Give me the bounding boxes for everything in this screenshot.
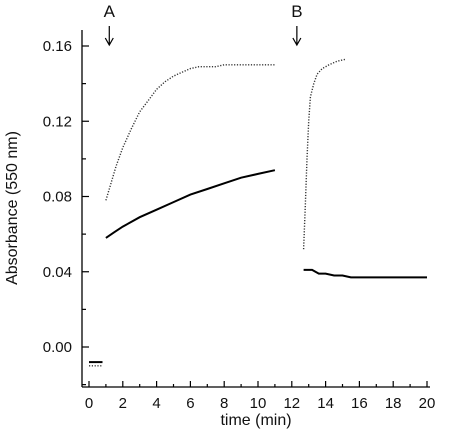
x-tick-label: 0 <box>85 395 93 412</box>
x-tick-label: 6 <box>186 395 194 412</box>
y-tick-label: 0.16 <box>43 38 72 55</box>
series-line-solid-A <box>105 169 276 239</box>
series-line-solid-B <box>303 268 427 279</box>
series-line-dotted-A <box>105 64 275 201</box>
x-tick-label: 10 <box>250 395 267 412</box>
x-tick-label: 14 <box>317 395 334 412</box>
marker-label-A: A <box>104 2 116 21</box>
x-ticks: 0 2 4 6 8 10 12 14 16 18 20 <box>85 381 436 412</box>
series-line-dotted-B <box>302 58 347 250</box>
x-tick-label: 4 <box>152 395 160 412</box>
x-tick-label: 18 <box>385 395 402 412</box>
y-tick-label: 0.12 <box>43 113 72 130</box>
marker-arrow-A <box>104 26 114 47</box>
y-axis-title: Absorbance (550 nm) <box>4 131 21 285</box>
axes <box>81 30 430 388</box>
x-tick-label: 12 <box>283 395 300 412</box>
y-tick-label: 0.04 <box>43 264 72 281</box>
x-tick-label: 8 <box>220 395 228 412</box>
x-tick-label: 20 <box>419 395 436 412</box>
x-tick-label: 2 <box>119 395 127 412</box>
x-axis-title: time (min) <box>220 412 291 429</box>
series-layer <box>89 58 427 367</box>
marker-arrow-B <box>292 26 302 47</box>
y-tick-label: 0.00 <box>43 339 72 356</box>
x-tick-label: 16 <box>351 395 368 412</box>
y-ticks: 0.00 0.04 0.08 0.12 0.16 <box>43 38 89 386</box>
marker-label-B: B <box>291 2 302 21</box>
y-tick-label: 0.08 <box>43 189 72 206</box>
